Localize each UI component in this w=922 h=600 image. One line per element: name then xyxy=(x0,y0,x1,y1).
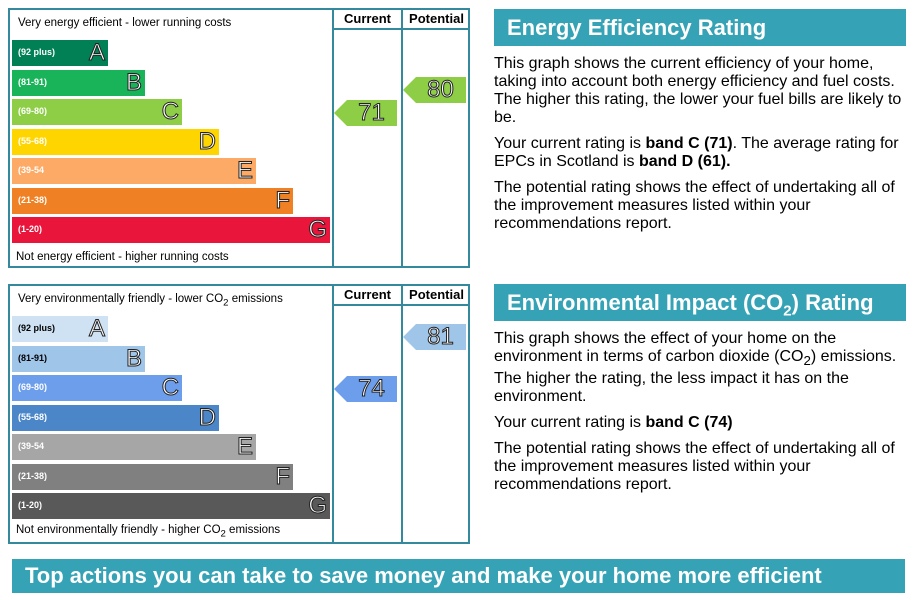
band-b: (81-91) B xyxy=(12,68,145,96)
band-b: (81-91) B xyxy=(12,344,145,372)
environment-description: This graph shows the effect of your home… xyxy=(494,330,897,406)
band-range-label: (81-91) xyxy=(18,76,48,87)
chart-top-caption: Very environmentally friendly - lower CO… xyxy=(18,293,283,309)
band-range-label: (55-68) xyxy=(18,135,48,146)
chart-bottom-caption: Not environmentally friendly - higher CO… xyxy=(16,523,281,539)
band-a: (92 plus) A xyxy=(12,39,108,66)
band-a: (92 plus) A xyxy=(12,315,108,342)
pointer-value: 80 xyxy=(427,76,455,103)
band-e: (39-54 E xyxy=(12,157,256,184)
header-rule xyxy=(332,304,468,306)
environment-potential-text: The potential rating shows the effect of… xyxy=(494,440,895,494)
current-rating-pointer: 71 xyxy=(334,99,397,126)
band-letter: B xyxy=(125,68,142,96)
energy-efficiency-title: Energy Efficiency Rating xyxy=(494,9,906,46)
band-range-label: (21-38) xyxy=(18,194,48,205)
band-letter: A xyxy=(88,315,105,342)
band-letter: C xyxy=(161,374,179,401)
pointer-value: 71 xyxy=(358,99,386,126)
energy-potential-text: The potential rating shows the effect of… xyxy=(494,179,895,232)
pointer-arrow-shape xyxy=(334,100,397,126)
band-range-label: (92 plus) xyxy=(18,323,56,333)
band-letter: A xyxy=(88,39,105,66)
band-e: (39-54 E xyxy=(12,433,256,460)
potential-rating-pointer: 80 xyxy=(403,76,466,103)
potential-column-divider xyxy=(401,286,403,542)
band-range-label: (69-80) xyxy=(18,382,48,392)
band-range-label: (1-20) xyxy=(18,224,43,234)
current-column-divider xyxy=(332,286,334,542)
band-range-label: (39-54 xyxy=(18,165,45,175)
environment-current-rating-text: Your current rating is band C (74) xyxy=(494,414,733,432)
chart-bottom-caption: Not energy efficient - higher running co… xyxy=(16,251,229,263)
band-c: (69-80) C xyxy=(12,98,182,125)
band-g: (1-20) G xyxy=(12,216,330,243)
potential-rating-pointer: 81 xyxy=(403,322,466,350)
band-g: (1-20) G xyxy=(12,492,330,519)
band-d: (55-68) D xyxy=(12,127,219,155)
band-letter: B xyxy=(125,344,142,372)
chart-top-caption: Very energy efficient - lower running co… xyxy=(18,17,232,29)
band-range-label: (39-54 xyxy=(18,441,45,451)
current-rating-pointer: 74 xyxy=(334,375,397,402)
band-range-label: (69-80) xyxy=(18,106,48,116)
pointer-arrow-shape xyxy=(334,376,397,402)
band-letter: D xyxy=(198,127,216,155)
energy-efficiency-panel: Energy Efficiency Rating This graph show… xyxy=(494,9,906,233)
band-f: (21-38) F xyxy=(12,462,293,490)
band-letter: D xyxy=(198,403,216,431)
pointer-value: 81 xyxy=(427,322,455,350)
band-letter: E xyxy=(236,157,253,184)
potential-column-header: Potential xyxy=(409,287,464,302)
current-column-divider xyxy=(332,10,334,266)
band-range-label: (55-68) xyxy=(18,411,48,422)
environmental-impact-title: Environmental Impact (CO2) Rating xyxy=(494,284,906,321)
potential-column-divider xyxy=(401,10,403,266)
band-letter: F xyxy=(275,186,291,214)
potential-column-header: Potential xyxy=(409,11,464,26)
band-letter: E xyxy=(236,433,253,460)
band-letter: G xyxy=(308,492,328,519)
pointer-arrow-shape xyxy=(403,77,466,103)
band-range-label: (92 plus) xyxy=(18,47,56,57)
environmental-impact-panel: Environmental Impact (CO2) Rating This g… xyxy=(494,284,906,494)
current-column-header: Current xyxy=(344,11,391,26)
top-actions-banner: Top actions you can take to save money a… xyxy=(12,559,905,593)
energy-current-rating-text: Your current rating is band C (71). The … xyxy=(494,135,899,170)
band-range-label: (21-38) xyxy=(18,470,48,481)
band-letter: F xyxy=(275,462,291,490)
energy-rating-chart: Current Potential Very energy efficient … xyxy=(8,8,470,268)
band-range-label: (81-91) xyxy=(18,352,48,363)
environmental-rating-chart: Current Potential Very environmentally f… xyxy=(8,284,470,544)
band-letter: C xyxy=(161,98,179,125)
energy-description: This graph shows the current efficiency … xyxy=(494,55,902,126)
band-c: (69-80) C xyxy=(12,374,182,401)
band-f: (21-38) F xyxy=(12,186,293,214)
band-range-label: (1-20) xyxy=(18,500,43,510)
band-letter: G xyxy=(308,216,328,243)
band-d: (55-68) D xyxy=(12,403,219,431)
current-column-header: Current xyxy=(344,287,391,302)
pointer-arrow-shape xyxy=(403,323,466,350)
header-rule xyxy=(332,28,468,30)
pointer-value: 74 xyxy=(358,375,386,402)
